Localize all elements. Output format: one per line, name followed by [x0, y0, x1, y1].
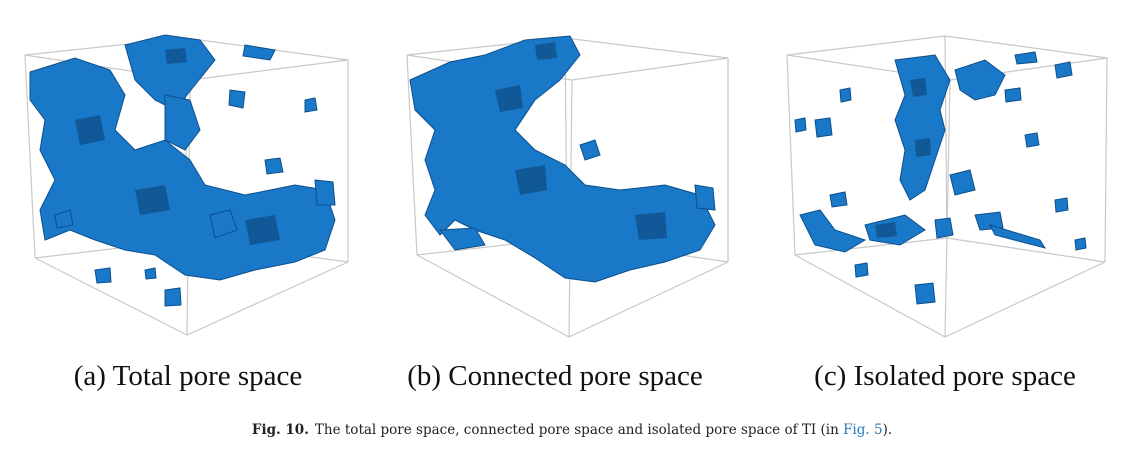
subcaption-c: (c) Isolated pore space [814, 360, 1076, 392]
pore-clusters [29, 34, 336, 307]
subcaption-b: (b) Connected pore space [407, 360, 703, 392]
caption-text: The total pore space, connected pore spa… [314, 422, 844, 438]
connected-pore-3d-render [406, 35, 729, 338]
subcaption-a: (a) Total pore space [73, 360, 303, 392]
panel-isolated-pore-space [775, 0, 1135, 355]
total-pore-3d-render [24, 34, 349, 336]
panel-total-pore-space [15, 0, 375, 355]
isolated-pore-3d-render [786, 35, 1108, 338]
pore-shadows [75, 48, 280, 245]
figure-label: Fig. 10. [251, 422, 309, 438]
pore-clusters [794, 51, 1087, 305]
pore-shadows [495, 42, 667, 240]
figure-reference-link[interactable]: Fig. 5 [843, 422, 883, 438]
panel-connected-pore-space [395, 0, 755, 355]
figure-caption: Fig. 10. The total pore space, connected … [0, 422, 1144, 438]
pore-clusters [409, 35, 716, 283]
caption-text-end: ). [882, 422, 893, 438]
cube-wireframe [786, 35, 1108, 338]
pore-shadows [875, 78, 931, 238]
